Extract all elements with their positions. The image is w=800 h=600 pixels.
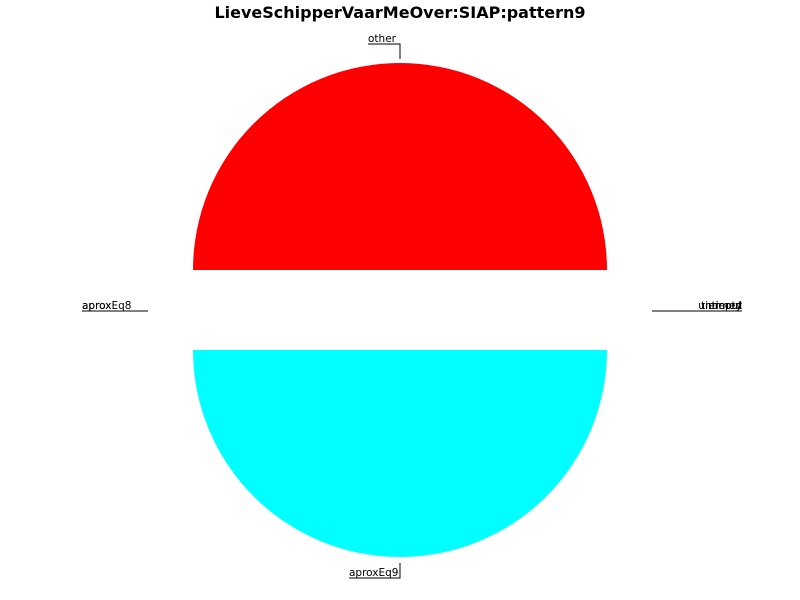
leader-line-aproxEq9 — [349, 563, 401, 579]
pie-slices — [193, 63, 607, 557]
leader-lines — [82, 43, 742, 579]
slice-label-empty: empty — [708, 300, 742, 312]
pie-slice-aproxEq9 — [193, 350, 607, 557]
slice-label-aprox: aprox — [82, 300, 112, 312]
slice-label-aproxEq9: aproxEq9 — [349, 567, 398, 579]
chart-title: LieveSchipperVaarMeOver:SIAP:pattern9 — [214, 3, 585, 22]
slice-label-other: other — [368, 33, 397, 45]
slice-label-untimed: untimed — [698, 300, 742, 312]
slice-label-timeout: timeout — [701, 300, 742, 312]
slice-label-timed: timed — [712, 300, 742, 312]
slice-label-aproxEq8: aproxEq8 — [82, 300, 131, 312]
leader-line-other — [368, 43, 401, 59]
pie-slice-other — [193, 63, 607, 270]
